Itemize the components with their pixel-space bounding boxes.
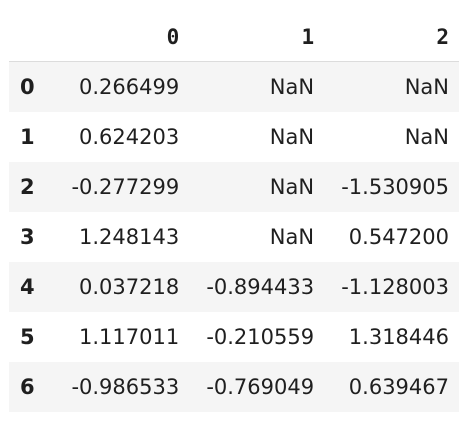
table-row: 3 1.248143 NaN 0.547200 (9, 212, 459, 262)
row-index: 5 (20, 324, 35, 349)
table-header: 0 1 2 (9, 12, 459, 62)
table-cell: 1.117011 (79, 324, 180, 349)
table-cell: -0.894433 (206, 274, 315, 299)
header-row: 0 1 2 (9, 12, 459, 62)
table-cell: NaN (269, 124, 315, 149)
column-header: 0 (55, 12, 190, 62)
row-index: 4 (20, 274, 35, 299)
table-cell: -1.128003 (341, 274, 449, 299)
table-cell: 0.624203 (79, 124, 180, 149)
column-header: 2 (324, 12, 459, 62)
table-cell: NaN (269, 74, 315, 99)
column-header: 1 (189, 12, 325, 62)
table-row: 2 -0.277299 NaN -1.530905 (9, 161, 459, 212)
table-row: 6 -0.986533 -0.769049 0.639467 (9, 361, 459, 412)
table-cell: 0.037218 (79, 274, 180, 299)
table-cell: -0.769049 (206, 374, 315, 399)
row-index: 1 (20, 124, 35, 149)
table-cell: -0.210559 (206, 324, 315, 349)
table-cell: 1.318446 (348, 324, 449, 349)
table-body: 0 0.266499 NaN NaN 1 0.624203 NaN NaN 2 … (9, 61, 459, 412)
table-cell: NaN (404, 124, 449, 149)
row-index: 2 (20, 174, 35, 199)
table-cell: -1.530905 (341, 174, 449, 199)
dataframe-table: 0 1 2 0 0.266499 NaN NaN 1 0.624203 NaN … (9, 12, 459, 412)
table-cell: NaN (269, 224, 315, 249)
table-cell: -0.277299 (71, 174, 180, 199)
table-cell: NaN (269, 174, 315, 199)
table-cell: -0.986533 (71, 374, 180, 399)
table-cell: 0.639467 (348, 374, 449, 399)
table-cell: NaN (404, 74, 449, 99)
table-row: 1 0.624203 NaN NaN (9, 112, 459, 162)
table-row: 0 0.266499 NaN NaN (9, 61, 459, 112)
table-cell: 0.547200 (348, 224, 449, 249)
table-row: 4 0.037218 -0.894433 -1.128003 (9, 261, 459, 312)
index-column-header (9, 12, 56, 62)
row-index: 3 (20, 224, 35, 249)
row-index: 6 (20, 374, 35, 399)
table-cell: 0.266499 (79, 74, 180, 99)
table-cell: 1.248143 (79, 224, 180, 249)
row-index: 0 (20, 74, 35, 99)
table-row: 5 1.117011 -0.210559 1.318446 (9, 312, 459, 362)
